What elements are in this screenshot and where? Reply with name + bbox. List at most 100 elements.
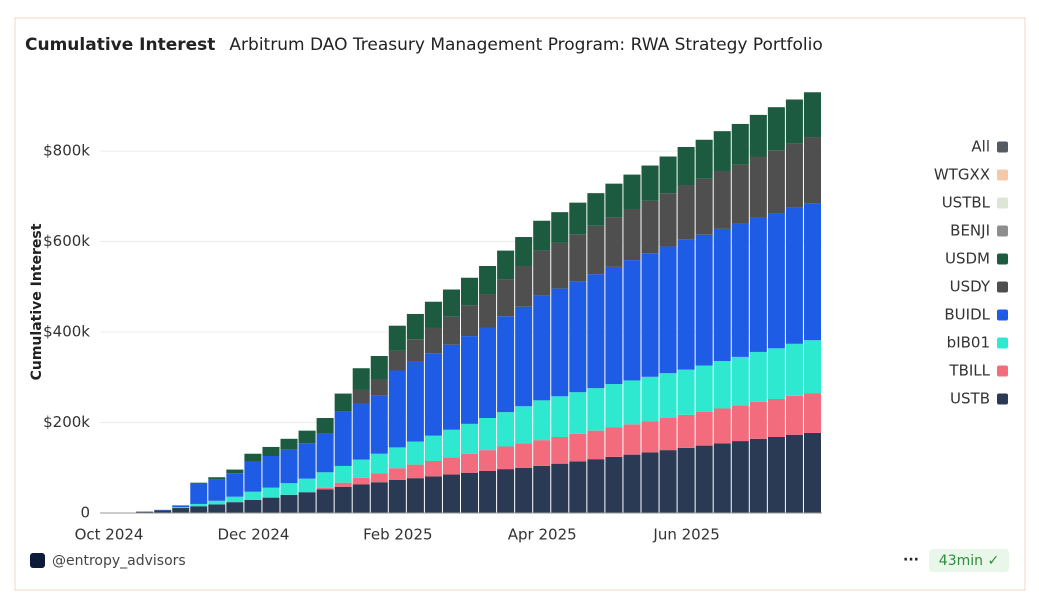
bar-segment xyxy=(713,443,731,513)
bar-segment xyxy=(605,266,623,385)
bar-segment xyxy=(461,453,479,473)
bar-segment xyxy=(388,479,406,513)
bar-segment xyxy=(749,351,767,402)
bar-segment xyxy=(461,277,479,306)
bar-segment xyxy=(298,492,316,513)
bar-segment xyxy=(497,279,515,317)
bar-segment xyxy=(208,477,226,480)
bar-segment xyxy=(767,150,785,214)
bar-segment xyxy=(352,403,370,460)
bar-segment xyxy=(767,107,785,151)
bar-segment xyxy=(334,465,352,483)
x-tick-label: Jun 2025 xyxy=(652,526,719,544)
bar-segment xyxy=(749,217,767,352)
y-tick-label: $600k xyxy=(43,232,90,250)
bar-segment xyxy=(497,412,515,447)
bar-segment xyxy=(280,438,298,450)
bar-segment xyxy=(677,414,695,448)
bar-segment xyxy=(731,405,749,442)
bar-segment xyxy=(479,265,497,295)
bar-segment xyxy=(515,406,533,444)
bar-segment xyxy=(334,411,352,466)
bar-segment xyxy=(406,478,424,513)
bar-segment xyxy=(515,443,533,468)
bar-segment xyxy=(533,400,551,441)
bar-segment xyxy=(280,449,298,484)
bar-segment xyxy=(659,246,677,374)
bar-segment xyxy=(316,489,334,513)
bar-segment xyxy=(316,472,334,488)
bar-segment xyxy=(479,294,497,328)
bar-segment xyxy=(316,433,334,473)
y-axis-title: Cumulative Interest xyxy=(29,223,45,380)
bar-segment xyxy=(497,316,515,413)
bar-segment xyxy=(154,510,172,513)
bar-segment xyxy=(659,156,677,194)
bar-segment xyxy=(244,453,262,462)
bar-segment xyxy=(749,401,767,439)
bar-segment xyxy=(479,470,497,513)
bar-segment xyxy=(623,208,641,261)
bar-segment xyxy=(280,483,298,495)
bar-segment xyxy=(406,361,424,442)
bar-segment xyxy=(713,131,731,171)
bar-segment xyxy=(587,388,605,431)
bar-segment xyxy=(713,170,731,229)
author-handle[interactable]: @entropy_advisors xyxy=(52,553,186,569)
bar-segment xyxy=(569,281,587,393)
bar-segment xyxy=(641,421,659,453)
bar-segment xyxy=(370,356,388,380)
bar-segment xyxy=(605,217,623,267)
bar-segment xyxy=(226,469,244,474)
bar-segment xyxy=(695,365,713,412)
bar-segment xyxy=(316,487,334,490)
legend-label: BENJI xyxy=(950,222,990,240)
bar-segment xyxy=(406,464,424,479)
bar-segment xyxy=(623,174,641,209)
bar-segment xyxy=(370,379,388,396)
bar-segment xyxy=(208,504,226,513)
bar-segment xyxy=(424,460,442,477)
bar-segment xyxy=(803,432,821,513)
bar-segment xyxy=(677,447,695,513)
legend-label: TBILL xyxy=(948,362,990,380)
bar-segment xyxy=(388,447,406,469)
legend-label: All xyxy=(971,138,990,156)
bar-segment xyxy=(442,457,460,475)
bar-segment xyxy=(731,123,749,165)
bar-segment xyxy=(497,250,515,280)
bar-segment xyxy=(515,265,533,307)
bar-segment xyxy=(352,389,370,404)
bar-segment xyxy=(587,430,605,460)
bar-segment xyxy=(785,343,803,396)
bar-segment xyxy=(785,395,803,435)
bar-segment xyxy=(515,467,533,513)
bar-segment xyxy=(767,398,785,437)
x-tick-label: Apr 2025 xyxy=(508,526,577,544)
bar-segment xyxy=(461,423,479,454)
bar-segment xyxy=(803,393,821,433)
bar-segment xyxy=(623,380,641,425)
legend-swatch xyxy=(997,337,1008,349)
refresh-badge[interactable] xyxy=(929,549,1009,572)
bar-segment xyxy=(190,506,208,513)
y-tick-label: $200k xyxy=(43,413,90,431)
bar-segment xyxy=(370,453,388,474)
bar-segment xyxy=(659,450,677,513)
bar-segment xyxy=(479,417,497,451)
bar-segment xyxy=(424,476,442,513)
bar-segment xyxy=(713,408,731,444)
menu[interactable]: ··· xyxy=(903,552,919,568)
bar-segment xyxy=(262,455,280,488)
bar-segment xyxy=(659,417,677,451)
bar-segment xyxy=(605,384,623,428)
bar-segment xyxy=(641,253,659,377)
bar-segment xyxy=(388,468,406,480)
bar-segment xyxy=(623,424,641,455)
bar-segment xyxy=(406,441,424,465)
bar-segment xyxy=(244,499,262,513)
bar-segment xyxy=(497,469,515,513)
refresh-age: 43min ✓ xyxy=(939,553,999,569)
legend-swatch xyxy=(997,169,1008,181)
legend-swatch xyxy=(997,393,1008,405)
